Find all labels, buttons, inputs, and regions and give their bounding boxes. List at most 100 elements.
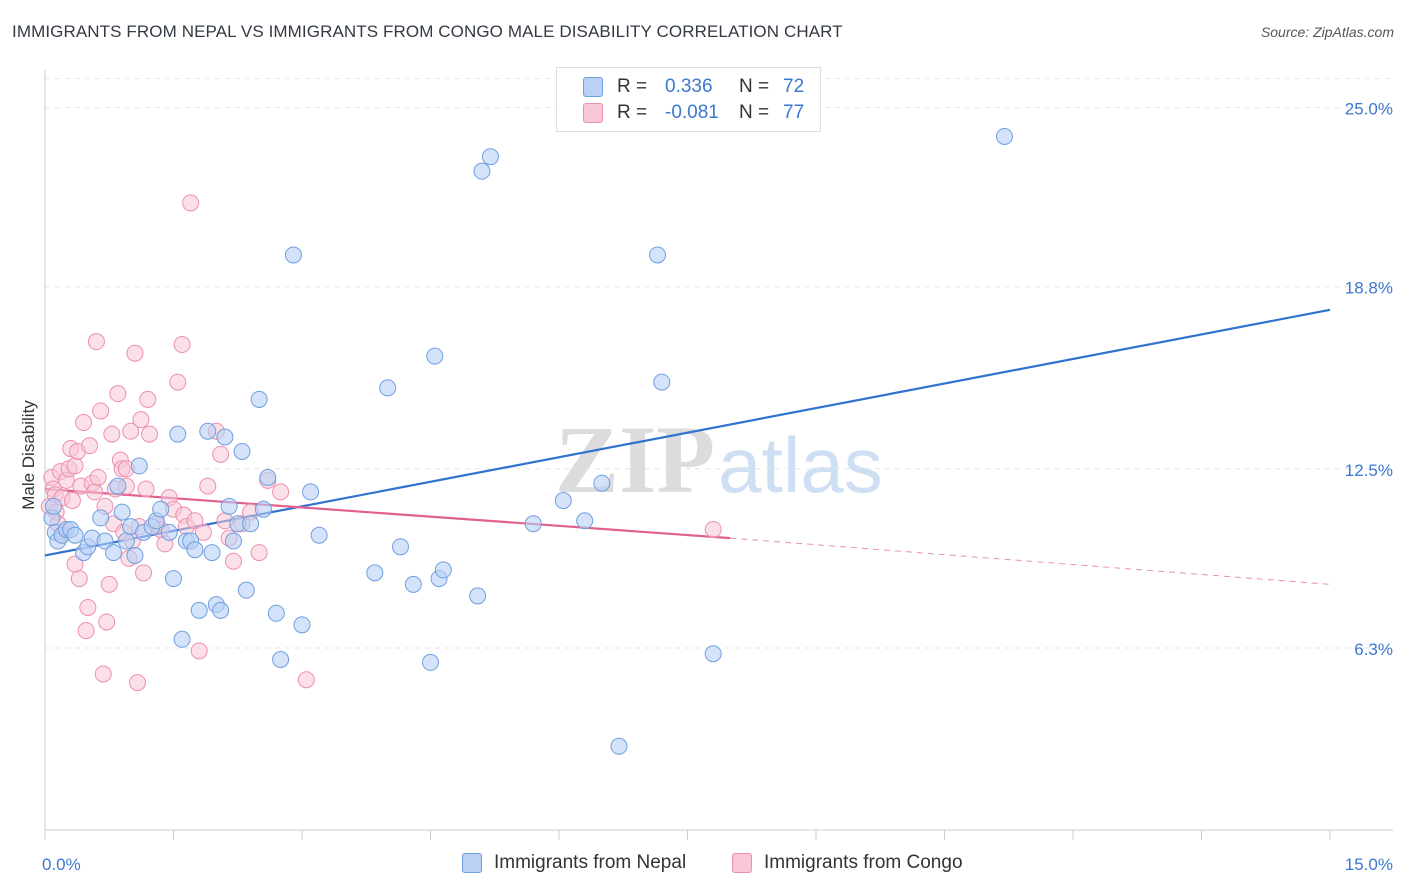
nepal-point (186, 541, 204, 559)
nepal-point (220, 497, 238, 515)
congo-point (81, 437, 99, 455)
nepal-swatch (583, 77, 603, 97)
congo-point (297, 671, 315, 689)
x-tick-label: 0.0% (42, 855, 81, 874)
nepal-point (190, 601, 208, 619)
congo-n-label: N = (739, 102, 770, 123)
nepal-point (379, 379, 397, 397)
nepal-point (422, 653, 439, 671)
y-axis-label: Male Disability (19, 400, 38, 510)
nepal-point (649, 246, 667, 264)
nepal-point (259, 468, 277, 486)
nepal-point (109, 477, 127, 495)
congo-swatch (583, 103, 603, 123)
nepal-r-value: 0.336 (665, 76, 713, 97)
congo-point (272, 483, 290, 501)
congo-point (186, 512, 204, 530)
congo-r-label: R = (617, 102, 648, 123)
nepal-point (203, 544, 221, 562)
nepal-point (169, 425, 187, 443)
congo-point (141, 425, 159, 443)
nepal-point (481, 148, 499, 166)
watermark-zip: ZIP (555, 406, 715, 513)
nepal-point (96, 532, 114, 550)
nepal-point (293, 616, 311, 634)
x-tick-label: 15.0% (1345, 855, 1393, 874)
nepal-point (272, 651, 290, 669)
legend-row-nepal: R = 0.336 N = 72 (583, 74, 804, 100)
nepal-point (426, 347, 444, 365)
congo-point (75, 414, 93, 432)
nepal-point (160, 523, 178, 541)
nepal-series (43, 127, 1013, 755)
congo-r-value: -0.081 (665, 102, 719, 123)
congo-point (182, 194, 200, 212)
nepal-point (554, 492, 572, 510)
nepal-point (593, 474, 611, 492)
congo-point (66, 555, 84, 573)
watermark: ZIP atlas (555, 406, 883, 513)
nepal-n-value: 72 (783, 76, 805, 97)
y-tick-label: 12.5% (1345, 461, 1393, 480)
nepal-point (165, 570, 182, 588)
y-tick-label: 25.0% (1345, 100, 1393, 119)
congo-legend-swatch (732, 853, 752, 873)
congo-point (70, 570, 88, 588)
congo-trend-line (44, 487, 731, 540)
nepal-point (469, 587, 487, 605)
congo-point (194, 523, 212, 541)
congo-point (63, 492, 81, 510)
congo-point (98, 613, 116, 631)
congo-point (129, 674, 147, 692)
nepal-r-label: R = (617, 76, 648, 97)
tick-labels: 6.3% 12.5% 18.8% 25.0% 0.0% 15.0% (42, 100, 1393, 874)
stats-legend: R = 0.336 N = 72 R = -0.081 N = 77 (556, 67, 821, 132)
nepal-point (45, 497, 63, 515)
nepal-point (66, 526, 84, 544)
nepal-point (126, 546, 144, 564)
nepal-point (113, 503, 131, 521)
nepal-point (284, 246, 302, 264)
nepal-point (302, 483, 320, 501)
congo-point (89, 468, 107, 486)
nepal-point (224, 532, 242, 550)
nepal-point (392, 538, 410, 556)
congo-n-value: 77 (783, 102, 805, 123)
congo-point (135, 564, 153, 582)
source-label: Source: ZipAtlas.com (1260, 24, 1394, 40)
nepal-point (434, 561, 452, 579)
congo-point (79, 598, 97, 616)
grid (45, 78, 1393, 649)
congo-point (66, 457, 84, 475)
congo-point (137, 480, 155, 498)
nepal-point (152, 500, 170, 518)
nepal-point (610, 737, 628, 755)
axes (44, 70, 1393, 840)
congo-point (199, 477, 217, 495)
y-tick-label: 6.3% (1354, 640, 1393, 659)
congo-point (212, 445, 230, 463)
watermark-atlas: atlas (718, 421, 883, 509)
congo-point (87, 333, 105, 351)
nepal-point (250, 390, 268, 408)
congo-point (92, 402, 110, 420)
congo-point (94, 665, 112, 683)
nepal-legend-swatch (462, 853, 482, 873)
nepal-legend-label: Immigrants from Nepal (494, 852, 687, 873)
nepal-point (404, 575, 422, 593)
congo-point (103, 425, 121, 443)
nepal-point (117, 532, 135, 550)
nepal-point (212, 601, 230, 619)
nepal-point (995, 127, 1013, 145)
nepal-point (366, 564, 384, 582)
nepal-point (92, 509, 110, 527)
nepal-point (233, 442, 251, 460)
nepal-point (199, 422, 217, 440)
nepal-point (130, 457, 148, 475)
congo-point (169, 373, 187, 391)
nepal-point (216, 428, 234, 446)
congo-point (109, 385, 127, 403)
congo-point (224, 552, 242, 570)
nepal-n-label: N = (739, 76, 770, 97)
